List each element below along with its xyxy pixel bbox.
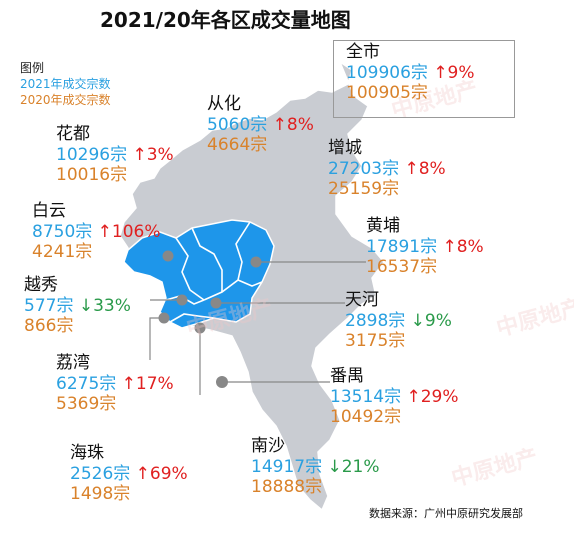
district-label-quanshi: 全市 109906宗 ↑9% 100905宗 [346, 44, 475, 102]
marker-haizhu [194, 322, 206, 334]
district-label-zengcheng: 增城 27203宗 ↑8% 25159宗 [328, 140, 446, 198]
district-name: 越秀 [24, 275, 58, 295]
citywide-box [333, 40, 515, 118]
legend-2021: 2021年成交宗数 [20, 77, 111, 91]
district-label-baiyun: 白云 8750宗 ↑106% 4241宗 [32, 203, 161, 261]
district-name: 南沙 [251, 436, 285, 456]
map-title: 2021/20年各区成交量地图 [100, 8, 351, 32]
district-label-yuexiu: 越秀 577宗 ↓33% 866宗 [24, 277, 131, 335]
district-name: 黄埔 [366, 216, 400, 236]
district-name: 番禺 [330, 366, 364, 386]
district-name: 花都 [56, 124, 90, 144]
district-change: ↑9% [433, 63, 475, 83]
district-2020: 5369宗 [56, 394, 117, 414]
district-change: ↑106% [97, 222, 161, 242]
district-label-liwan: 荔湾 6275宗 ↑17% 5369宗 [56, 355, 174, 413]
district-2021: 2526宗 [70, 464, 131, 484]
district-2020: 1498宗 [70, 484, 131, 504]
district-change: ↑69% [135, 464, 188, 484]
district-change: ↑29% [406, 387, 459, 407]
district-name: 从化 [207, 94, 241, 114]
district-2021: 2898宗 [345, 311, 406, 331]
district-2021: 6275宗 [56, 374, 117, 394]
district-2020: 100905宗 [346, 83, 428, 103]
district-2020: 866宗 [24, 316, 74, 336]
district-label-panyu: 番禺 13514宗 ↑29% 10492宗 [330, 368, 459, 426]
district-name: 全市 [346, 42, 380, 62]
district-label-huadu: 花都 10296宗 ↑3% 10016宗 [56, 126, 174, 184]
legend-label: 图例 [20, 61, 45, 75]
district-change: ↑8% [272, 115, 314, 135]
district-2020: 4241宗 [32, 242, 93, 262]
marker-tianhe [210, 297, 222, 309]
district-2021: 17891宗 [366, 237, 438, 257]
district-change: ↑8% [442, 237, 484, 257]
district-2021: 577宗 [24, 296, 74, 316]
district-name: 增城 [328, 138, 362, 158]
district-change: ↑3% [132, 145, 174, 165]
district-label-nansha: 南沙 14917宗 ↓21% 18888宗 [251, 438, 380, 496]
marker-liwan [158, 312, 170, 324]
district-label-conghua: 从化 5060宗 ↑8% 4664宗 [207, 96, 314, 154]
district-2020: 3175宗 [345, 331, 406, 351]
legend: 图例 2021年成交宗数 2020年成交宗数 [20, 60, 111, 108]
district-label-haizhu: 海珠 2526宗 ↑69% 1498宗 [70, 445, 188, 503]
district-2020: 4664宗 [207, 135, 268, 155]
district-name: 海珠 [70, 443, 104, 463]
district-2020: 10492宗 [330, 407, 402, 427]
district-2021: 27203宗 [328, 159, 400, 179]
district-2021: 10296宗 [56, 145, 128, 165]
district-name: 白云 [32, 201, 66, 221]
district-2021: 14917宗 [251, 457, 323, 477]
district-2020: 10016宗 [56, 165, 128, 185]
map-district-borders [165, 221, 263, 323]
marker-baiyun [162, 250, 174, 262]
district-change: ↑17% [121, 374, 174, 394]
marker-huangpu [250, 256, 262, 268]
district-name: 天河 [345, 290, 379, 310]
district-change: ↓9% [410, 311, 452, 331]
district-change: ↓33% [78, 296, 131, 316]
district-2021: 13514宗 [330, 387, 402, 407]
district-label-tianhe: 天河 2898宗 ↓9% 3175宗 [345, 292, 452, 350]
district-2020: 25159宗 [328, 179, 400, 199]
district-change: ↓21% [327, 457, 380, 477]
district-2021: 5060宗 [207, 115, 268, 135]
legend-2020: 2020年成交宗数 [20, 93, 111, 107]
district-2020: 16537宗 [366, 257, 438, 277]
district-label-huangpu: 黄埔 17891宗 ↑8% 16537宗 [366, 218, 484, 276]
district-name: 荔湾 [56, 353, 90, 373]
district-2021: 8750宗 [32, 222, 93, 242]
map-markers [158, 250, 262, 388]
marker-panyu [216, 376, 228, 388]
district-change: ↑8% [404, 159, 446, 179]
marker-yuexiu [176, 294, 188, 306]
district-2021: 109906宗 [346, 63, 428, 83]
district-2020: 18888宗 [251, 477, 323, 497]
data-source: 数据来源：广州中原研究发展部 [369, 507, 523, 520]
